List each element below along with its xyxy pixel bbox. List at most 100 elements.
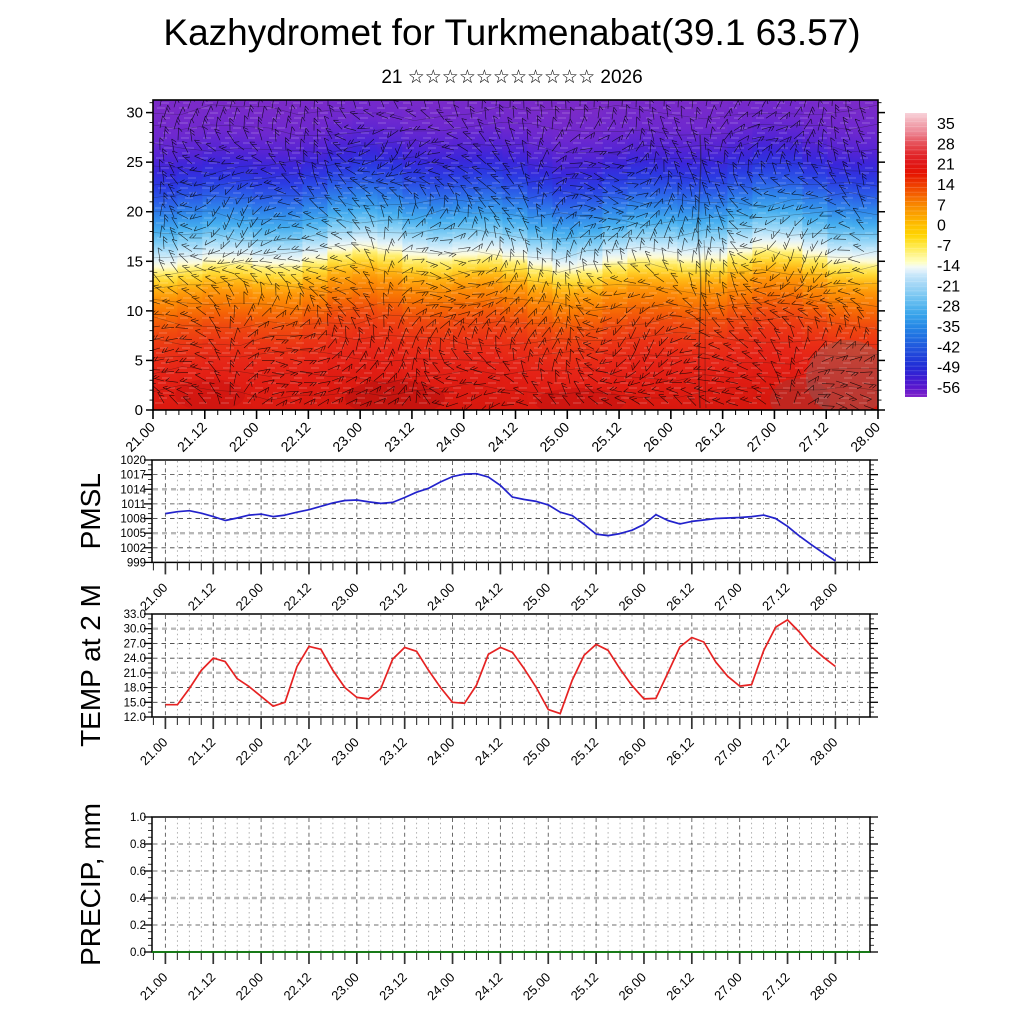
svg-text:21.12: 21.12 bbox=[185, 580, 219, 614]
svg-text:-56: -56 bbox=[937, 380, 960, 397]
svg-text:21: 21 bbox=[937, 157, 955, 174]
svg-text:-14: -14 bbox=[937, 258, 960, 275]
pmsl-series-line bbox=[165, 472, 836, 562]
svg-text:20: 20 bbox=[126, 204, 143, 221]
svg-text:26.00: 26.00 bbox=[616, 735, 650, 769]
svg-text:25.12: 25.12 bbox=[588, 419, 624, 455]
svg-text:26.12: 26.12 bbox=[692, 419, 728, 455]
wind-barbs bbox=[153, 100, 877, 410]
svg-text:21.12: 21.12 bbox=[185, 735, 219, 769]
svg-text:25.00: 25.00 bbox=[520, 735, 554, 769]
svg-text:24.12: 24.12 bbox=[472, 580, 506, 614]
svg-text:28.00: 28.00 bbox=[847, 419, 883, 455]
svg-text:24.12: 24.12 bbox=[485, 419, 521, 455]
svg-text:15: 15 bbox=[126, 253, 143, 270]
svg-text:23.12: 23.12 bbox=[376, 970, 410, 1004]
svg-text:28.00: 28.00 bbox=[807, 735, 841, 769]
pmsl-axis-title: PMSL bbox=[75, 473, 106, 549]
pmsl-grid-horizontal bbox=[153, 474, 869, 549]
svg-text:26.00: 26.00 bbox=[640, 419, 676, 455]
svg-text:24.0: 24.0 bbox=[124, 653, 146, 665]
temp2m-x-axis: 21.00 21.12 22.00 22.12 23.00 23.12 24.00 24.12… bbox=[137, 717, 860, 769]
svg-text:1008: 1008 bbox=[120, 514, 146, 526]
svg-text:0: 0 bbox=[135, 402, 143, 419]
svg-text:1011: 1011 bbox=[121, 499, 146, 511]
svg-text:27.12: 27.12 bbox=[759, 735, 793, 769]
svg-text:23.12: 23.12 bbox=[376, 580, 410, 614]
svg-text:26.00: 26.00 bbox=[616, 970, 650, 1004]
svg-text:10: 10 bbox=[126, 303, 143, 320]
svg-text:1005: 1005 bbox=[120, 528, 146, 540]
svg-text:22.00: 22.00 bbox=[233, 580, 267, 614]
svg-text:24.00: 24.00 bbox=[424, 970, 458, 1004]
pmsl-grid-vertical bbox=[164, 461, 860, 562]
temp2m-grid-horizontal bbox=[153, 627, 869, 703]
svg-text:21.00: 21.00 bbox=[137, 970, 171, 1004]
chart-title: Kazhydromet for Turkmenabat(39.1 63.57) bbox=[163, 12, 861, 53]
svg-text:23.12: 23.12 bbox=[381, 419, 417, 455]
svg-text:0.0: 0.0 bbox=[130, 947, 146, 959]
svg-text:25.00: 25.00 bbox=[520, 580, 554, 614]
svg-text:0.2: 0.2 bbox=[130, 920, 146, 932]
svg-text:22.00: 22.00 bbox=[233, 735, 267, 769]
svg-text:12.0: 12.0 bbox=[124, 712, 146, 724]
precip-grid-vertical bbox=[164, 818, 860, 951]
svg-text:24.00: 24.00 bbox=[424, 735, 458, 769]
svg-text:27.00: 27.00 bbox=[711, 735, 745, 769]
upper-air-y-axis: 0 5 10 15 20 25 30 bbox=[126, 102, 885, 419]
temp2m-series-line bbox=[165, 619, 836, 715]
svg-text:-28: -28 bbox=[937, 299, 960, 316]
svg-text:24.00: 24.00 bbox=[424, 580, 458, 614]
svg-text:1002: 1002 bbox=[120, 543, 146, 555]
svg-text:999: 999 bbox=[127, 557, 146, 569]
svg-text:21.00: 21.00 bbox=[122, 419, 158, 455]
temp2m-y-axis: 33.0 30.0 27.0 24.0 21.0 18.0 15.0 12.0 bbox=[124, 609, 878, 724]
svg-text:26.00: 26.00 bbox=[616, 580, 650, 614]
svg-text:27.12: 27.12 bbox=[795, 419, 831, 455]
upper-air-panel: 0 5 10 15 20 25 30 21.00 21.12 22.00 22.12 23.00 23.… bbox=[122, 99, 885, 455]
svg-text:22.00: 22.00 bbox=[233, 970, 267, 1004]
chart-subtitle: 21 ☆☆☆☆☆☆☆☆☆☆☆ 2026 bbox=[381, 67, 643, 88]
pmsl-y-axis: 1020 1017 1014 1011 1008 1005 1002 999 bbox=[120, 455, 878, 569]
svg-text:30: 30 bbox=[126, 105, 143, 122]
pmsl-x-axis: 21.00 21.12 22.00 22.12 23.00 23.12 24.00 24.12… bbox=[137, 562, 860, 614]
svg-text:30.0: 30.0 bbox=[124, 624, 146, 636]
svg-text:0: 0 bbox=[937, 218, 946, 235]
temp2m-border bbox=[151, 613, 871, 718]
svg-text:25.00: 25.00 bbox=[520, 970, 554, 1004]
pmsl-border bbox=[151, 459, 871, 564]
precip-axis-title: PRECIP, mm bbox=[75, 803, 106, 966]
svg-text:1014: 1014 bbox=[120, 484, 146, 496]
svg-text:1017: 1017 bbox=[120, 470, 146, 482]
svg-text:22.00: 22.00 bbox=[226, 419, 262, 455]
svg-text:27.00: 27.00 bbox=[711, 970, 745, 1004]
precip-y-axis: 1.0 0.8 0.6 0.4 0.2 0.0 bbox=[130, 812, 878, 959]
svg-text:21.00: 21.00 bbox=[137, 735, 171, 769]
svg-text:25.12: 25.12 bbox=[568, 735, 602, 769]
precip-grid-horizontal bbox=[153, 843, 869, 926]
svg-text:28.00: 28.00 bbox=[807, 580, 841, 614]
svg-text:22.12: 22.12 bbox=[281, 580, 315, 614]
svg-text:21.12: 21.12 bbox=[174, 419, 210, 455]
svg-text:14: 14 bbox=[937, 177, 955, 194]
svg-text:24.00: 24.00 bbox=[433, 419, 469, 455]
svg-text:22.12: 22.12 bbox=[277, 419, 313, 455]
svg-text:27.0: 27.0 bbox=[124, 638, 146, 650]
svg-text:28.00: 28.00 bbox=[807, 970, 841, 1004]
svg-text:-7: -7 bbox=[937, 238, 951, 255]
svg-text:0.6: 0.6 bbox=[130, 866, 146, 878]
svg-text:0.8: 0.8 bbox=[130, 839, 146, 851]
svg-text:5: 5 bbox=[135, 352, 143, 369]
svg-text:27.12: 27.12 bbox=[759, 580, 793, 614]
svg-text:1020: 1020 bbox=[120, 455, 146, 467]
svg-text:23.00: 23.00 bbox=[329, 419, 365, 455]
svg-text:7: 7 bbox=[937, 197, 946, 214]
svg-text:18.0: 18.0 bbox=[124, 683, 146, 695]
svg-text:26.12: 26.12 bbox=[663, 580, 697, 614]
svg-text:-42: -42 bbox=[937, 339, 960, 356]
upper-air-x-axis: 21.00 21.12 22.00 22.12 23.00 23.12 24.00 24.12… bbox=[122, 410, 883, 455]
svg-text:21.0: 21.0 bbox=[124, 668, 146, 680]
svg-text:27.00: 27.00 bbox=[711, 580, 745, 614]
